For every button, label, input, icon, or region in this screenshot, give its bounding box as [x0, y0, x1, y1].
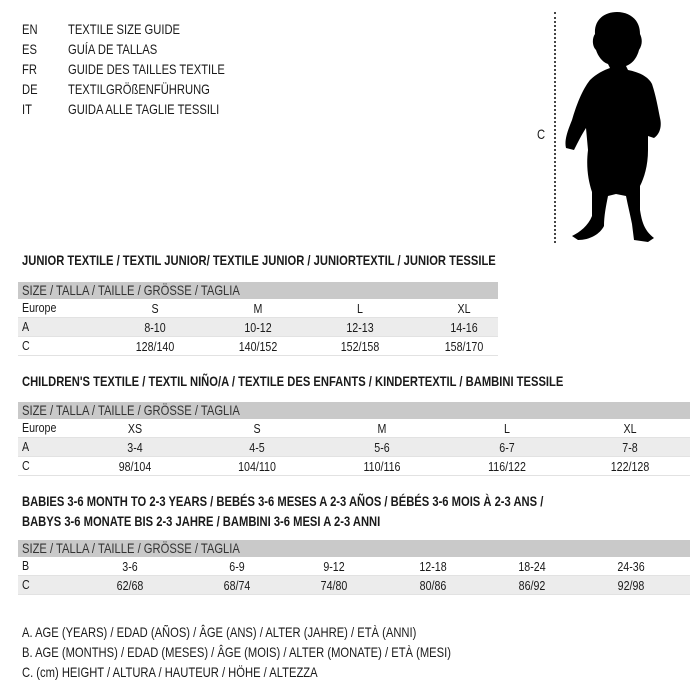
table-cell: 4-5 [249, 440, 265, 455]
size-header-label: SIZE / TALLA / TAILLE / GRÖSSE / TAGLIA [22, 402, 240, 418]
size-header-label: SIZE / TALLA / TAILLE / GRÖSSE / TAGLIA [22, 282, 240, 298]
language-code: DE [22, 81, 38, 97]
table-row: C 98/104 104/110 110/116 116/122 122/128 [18, 457, 690, 476]
table-cell: 12-13 [346, 320, 374, 335]
table-cell: 98/104 [118, 459, 152, 474]
language-title: GUIDA ALLE TAGLIE TESSILI [68, 101, 220, 117]
table-cell: 140/152 [238, 339, 278, 354]
table-cell: 24-36 [617, 559, 645, 574]
language-title: TEXTILE SIZE GUIDE [68, 21, 181, 37]
table-cell: 3-6 [122, 559, 138, 574]
table-cell: 116/122 [488, 459, 526, 474]
language-code: EN [22, 21, 38, 37]
table-cell: 12-18 [419, 559, 447, 574]
table-cell: 122/128 [610, 459, 650, 474]
legend-line: C. (cm) HEIGHT / ALTURA / HAUTEUR / HÖHE… [22, 664, 318, 680]
table-row: B 3-6 6-9 9-12 12-18 18-24 24-36 [18, 557, 690, 576]
language-title: TEXTILGRÖßENFÜHRUNG [68, 81, 210, 97]
language-code: ES [22, 41, 37, 57]
table-cell: 5-6 [374, 440, 390, 455]
table-cell: 7-8 [622, 440, 638, 455]
row-label: A [22, 319, 30, 334]
table-cell: 10-12 [244, 320, 272, 335]
table-cell: 62/68 [116, 578, 144, 593]
size-table-header: SIZE / TALLA / TAILLE / GRÖSSE / TAGLIA [18, 282, 498, 299]
table-cell: L [357, 301, 363, 316]
table-cell: 6-9 [229, 559, 245, 574]
row-label: C [22, 458, 30, 473]
size-table-header: SIZE / TALLA / TAILLE / GRÖSSE / TAGLIA [18, 402, 690, 419]
table-cell: 6-7 [499, 440, 515, 455]
section-title: JUNIOR TEXTILE / TEXTIL JUNIOR/ TEXTILE … [22, 252, 496, 268]
legend-line: A. AGE (YEARS) / EDAD (AÑOS) / ÂGE (ANS)… [22, 624, 417, 640]
table-cell: M [253, 301, 263, 316]
row-label: Europe [22, 300, 57, 315]
section-title: CHILDREN'S TEXTILE / TEXTIL NIÑO/A / TEX… [22, 373, 564, 389]
table-row: C 128/140 140/152 152/158 158/170 [18, 337, 498, 356]
size-header-label: SIZE / TALLA / TAILLE / GRÖSSE / TAGLIA [22, 540, 240, 556]
section-title: BABIES 3-6 MONTH TO 2-3 YEARS / BEBÉS 3-… [22, 493, 544, 509]
language-title: GUIDE DES TAILLES TEXTILE [68, 61, 225, 77]
height-measure-line [554, 12, 556, 243]
table-cell: XL [457, 301, 471, 316]
language-code: FR [22, 61, 37, 77]
table-cell: S [253, 421, 261, 436]
row-label: C [22, 338, 30, 353]
table-row: Europe XS S M L XL [18, 419, 690, 438]
size-table-header: SIZE / TALLA / TAILLE / GRÖSSE / TAGLIA [18, 540, 690, 557]
table-cell: 18-24 [518, 559, 546, 574]
section-title: BABYS 3-6 MONATE BIS 2-3 JAHRE / BAMBINI… [22, 513, 381, 529]
table-row: A 3-4 4-5 5-6 6-7 7-8 [18, 438, 690, 457]
table-cell: 86/92 [518, 578, 546, 593]
table-cell: 152/158 [340, 339, 380, 354]
table-cell: M [377, 421, 387, 436]
table-cell: 14-16 [450, 320, 478, 335]
table-cell: 9-12 [323, 559, 345, 574]
table-cell: XL [623, 421, 637, 436]
table-cell: XS [127, 421, 143, 436]
size-table: SIZE / TALLA / TAILLE / GRÖSSE / TAGLIA E… [18, 402, 690, 476]
table-row: C 62/68 68/74 74/80 80/86 86/92 92/98 [18, 576, 690, 595]
size-table: SIZE / TALLA / TAILLE / GRÖSSE / TAGLIA E… [18, 282, 498, 356]
table-cell: L [504, 421, 510, 436]
legend-line: B. AGE (MONTHS) / EDAD (MESES) / ÂGE (MO… [22, 644, 451, 660]
child-silhouette-icon [565, 12, 661, 242]
table-cell: 80/86 [419, 578, 447, 593]
row-label: B [22, 558, 30, 573]
row-label: A [22, 439, 30, 454]
size-table: SIZE / TALLA / TAILLE / GRÖSSE / TAGLIA B… [18, 540, 690, 595]
height-measure-label: C [537, 126, 546, 142]
table-cell: 92/98 [617, 578, 645, 593]
table-row: A 8-10 10-12 12-13 14-16 [18, 318, 498, 337]
table-cell: 158/170 [444, 339, 484, 354]
table-cell: 74/80 [320, 578, 348, 593]
table-cell: 110/116 [363, 459, 401, 474]
table-cell: 8-10 [144, 320, 166, 335]
table-cell: 104/110 [238, 459, 276, 474]
table-row: Europe S M L XL [18, 299, 498, 318]
language-code: IT [22, 101, 32, 117]
language-title: GUÍA DE TALLAS [68, 41, 158, 57]
table-cell: 128/140 [135, 339, 175, 354]
row-label: Europe [22, 420, 57, 435]
table-cell: 3-4 [127, 440, 143, 455]
table-cell: 68/74 [223, 578, 251, 593]
table-cell: S [151, 301, 159, 316]
row-label: C [22, 577, 30, 592]
